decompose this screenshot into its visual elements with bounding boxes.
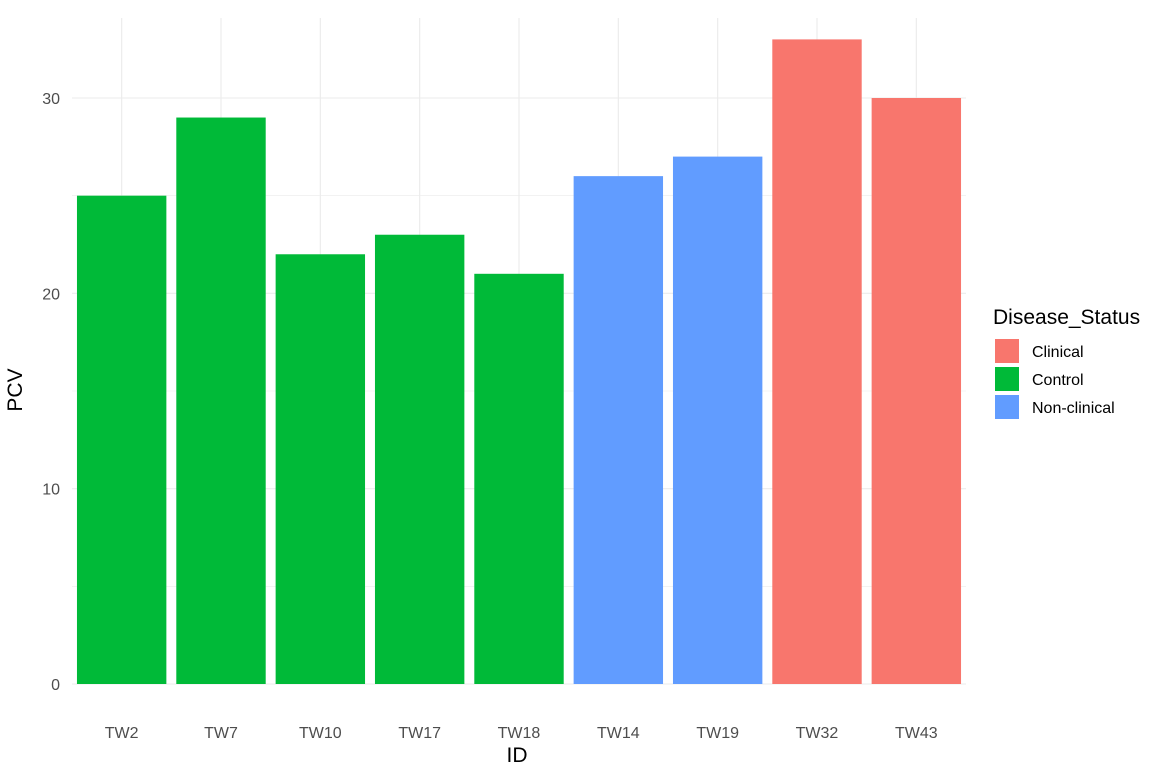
- x-axis-ticks: TW2 TW7 TW10 TW17 TW18 TW14 TW19 TW32 TW43: [105, 725, 938, 742]
- x-tick-label: TW14: [597, 725, 640, 742]
- x-tick-label: TW10: [299, 725, 342, 742]
- bar-tw14: [573, 176, 664, 684]
- bar-tw10: [275, 254, 366, 684]
- legend-title: Disease_Status: [993, 306, 1140, 329]
- legend: Disease_Status Clinical Control Non-clinic…: [993, 306, 1140, 419]
- bar-tw2: [76, 195, 167, 684]
- legend-swatch-clinical: [995, 339, 1019, 363]
- legend-entries: Clinical Control Non-clinical: [995, 339, 1115, 419]
- legend-swatch-control: [995, 367, 1019, 391]
- x-tick-label: TW43: [895, 725, 938, 742]
- bar-tw17: [374, 234, 465, 684]
- bar-tw43: [871, 98, 962, 684]
- bar-tw7: [176, 117, 266, 685]
- bar-tw18: [474, 273, 564, 684]
- legend-label-clinical: Clinical: [1032, 344, 1084, 361]
- y-tick-label: 30: [42, 91, 60, 108]
- x-tick-label: TW19: [696, 725, 739, 742]
- x-tick-label: TW32: [796, 725, 839, 742]
- x-axis-title: ID: [507, 744, 528, 767]
- y-axis-ticks: 0 10 20 30: [42, 91, 60, 694]
- y-tick-label: 20: [42, 286, 60, 303]
- y-tick-label: 10: [42, 482, 60, 499]
- y-axis-title: PCV: [4, 368, 27, 411]
- x-tick-label: TW18: [498, 725, 541, 742]
- x-tick-label: TW17: [398, 725, 441, 742]
- legend-label-non-clinical: Non-clinical: [1032, 400, 1115, 417]
- bars: [76, 39, 962, 685]
- x-tick-label: TW7: [204, 725, 238, 742]
- bar-tw19: [672, 156, 763, 685]
- y-tick-label: 0: [51, 677, 60, 694]
- bar-tw32: [772, 39, 862, 684]
- legend-label-control: Control: [1032, 372, 1084, 389]
- legend-swatch-non-clinical: [995, 395, 1019, 419]
- x-tick-label: TW2: [105, 725, 139, 742]
